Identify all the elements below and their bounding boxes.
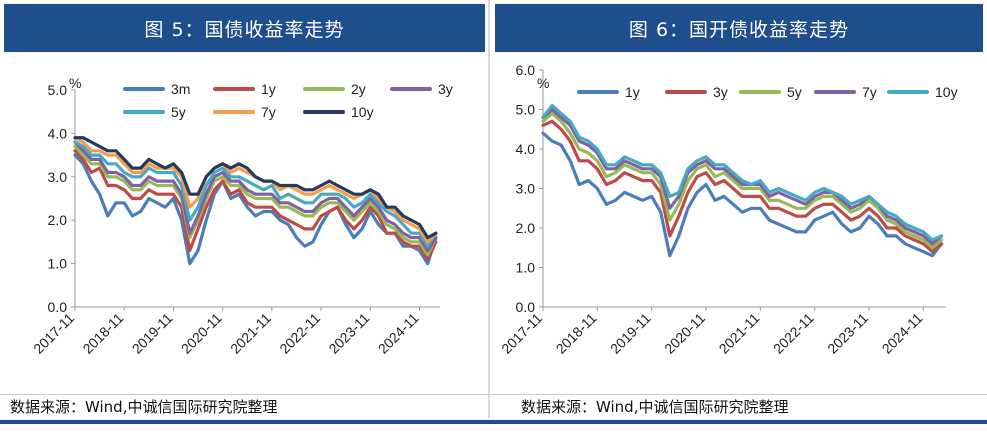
series-line	[73, 140, 438, 248]
x-tick-label: 2017-11	[30, 310, 77, 357]
y-tick-label: 2.0	[48, 212, 68, 228]
series-line	[73, 136, 438, 240]
legend-label: 7y	[261, 104, 276, 120]
x-tick-label: 2021-11	[716, 310, 763, 357]
y-tick-label: 0.0	[516, 299, 536, 315]
legend-label: 1y	[261, 81, 276, 97]
series-line	[541, 111, 944, 250]
panel-divider	[488, 0, 490, 418]
source-note: 数据来源：Wind,中诚信国际研究院整理	[10, 398, 278, 416]
chart-panel-right: 图 6：国开债收益率走势 0.0 1.0 2.0 3.0 4.0 5.0 6.0% 2017-…	[491, 0, 987, 432]
chart-title: 图 6：国开债收益率走势	[495, 4, 983, 52]
series-line	[541, 103, 944, 242]
footer-rule	[0, 420, 987, 424]
x-tick-label: 2022-11	[770, 310, 817, 357]
legend-label: 10y	[351, 104, 374, 120]
x-tick-label: 2019-11	[607, 310, 654, 357]
x-tick-label: 2023-11	[325, 310, 372, 357]
y-tick-label: 4.0	[48, 125, 68, 141]
y-tick-label: 1.0	[516, 260, 536, 276]
x-tick-label: 2018-11	[79, 310, 126, 357]
x-tick-label: 2021-11	[227, 310, 274, 357]
series-line	[541, 131, 944, 258]
y-tick-label: 4.0	[516, 141, 536, 157]
chart-title: 图 5：国债收益率走势	[4, 4, 485, 52]
y-tick-label: 5.0	[48, 82, 68, 98]
legend-label: 5y	[787, 84, 802, 100]
yield-chart-cdb: 0.0 1.0 2.0 3.0 4.0 5.0 6.0% 2017-11 2018-11 2019…	[498, 62, 958, 357]
x-tick-label: 2019-11	[129, 310, 176, 357]
y-tick-label: 6.0	[516, 62, 536, 78]
chart-panel-left: 图 5：国债收益率走势 0.0 1.0 2.0 3.0 4.0 5.0% 2017-11 20…	[0, 0, 489, 432]
x-tick-label: 2020-11	[661, 310, 708, 357]
y-tick-label: 0.0	[48, 299, 68, 315]
unit-label: %	[537, 75, 549, 91]
x-tick-label: 2022-11	[276, 310, 323, 357]
y-tick-label: 1.0	[48, 256, 68, 272]
series-line	[541, 119, 944, 254]
series-line	[73, 144, 438, 257]
legend-label: 1y	[625, 84, 640, 100]
legend-label: 5y	[171, 104, 186, 120]
x-tick-label: 2024-11	[375, 310, 422, 357]
x-tick-label: 2023-11	[824, 310, 871, 357]
series-line	[73, 153, 438, 266]
yield-chart-treasury: 0.0 1.0 2.0 3.0 4.0 5.0 % 2017-11 2018-11 2019-11…	[30, 75, 453, 357]
series-line	[73, 140, 438, 253]
legend-label: 2y	[351, 81, 366, 97]
unit-label: %	[69, 75, 81, 91]
legend-label: 3y	[438, 81, 453, 97]
x-tick-label: 2018-11	[553, 310, 600, 357]
legend-label: 3y	[713, 84, 728, 100]
series-line	[73, 149, 438, 261]
x-tick-label: 2024-11	[879, 310, 926, 357]
y-tick-label: 2.0	[516, 220, 536, 236]
x-tick-label: 2020-11	[178, 310, 225, 357]
x-tick-label: 2017-11	[498, 310, 545, 357]
y-tick-label: 3.0	[516, 181, 536, 197]
footer-rule-thin	[0, 394, 987, 395]
legend-label: 10y	[935, 84, 958, 100]
y-tick-label: 5.0	[516, 102, 536, 118]
y-tick-label: 3.0	[48, 169, 68, 185]
legend-label: 3m	[171, 81, 190, 97]
legend-label: 7y	[862, 84, 877, 100]
source-note: 数据来源：Wind,中诚信国际研究院整理	[521, 398, 789, 416]
